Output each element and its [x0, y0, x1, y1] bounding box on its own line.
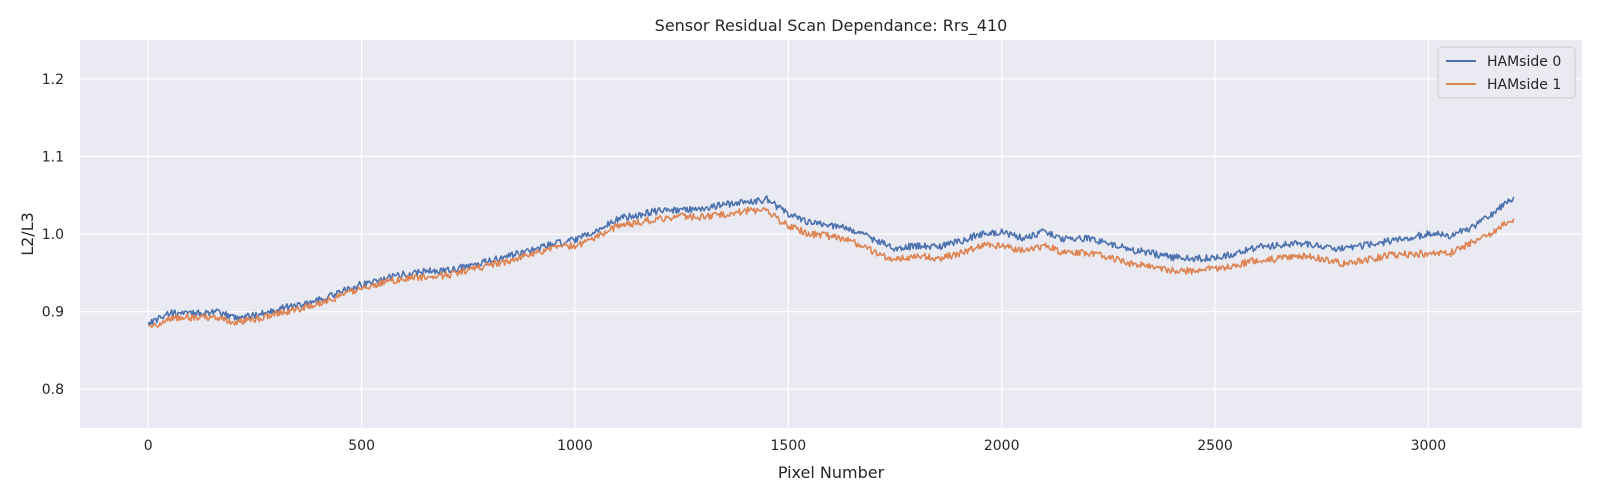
y-tick-label: 0.9: [42, 305, 64, 321]
y-tick-labels: 0.8 0.9 1.0 1.1 1.2: [42, 72, 64, 398]
x-axis-label: Pixel Number: [778, 463, 885, 482]
x-tick-label: 1500: [771, 438, 807, 454]
legend-box: [1437, 46, 1576, 99]
legend-label-hamside-1: HAMside 1: [1487, 77, 1561, 93]
legend: HAMside 0 HAMside 1: [1437, 46, 1576, 99]
x-tick-labels: 0 500 1000 1500 2000 2500 3000: [144, 438, 1446, 454]
y-tick-label: 1.1: [42, 149, 64, 165]
x-tick-label: 500: [348, 438, 375, 454]
x-tick-label: 1000: [557, 438, 593, 454]
x-tick-label: 3000: [1411, 438, 1447, 454]
x-tick-label: 2000: [984, 438, 1020, 454]
x-tick-label: 2500: [1197, 438, 1233, 454]
y-tick-label: 0.8: [42, 382, 64, 398]
legend-label-hamside-0: HAMside 0: [1487, 54, 1561, 70]
y-tick-label: 1.0: [42, 227, 64, 243]
series-line-hamside-1: [148, 206, 1515, 328]
chart-title: Sensor Residual Scan Dependance: Rrs_410: [655, 16, 1008, 36]
x-tick-label: 0: [144, 438, 153, 454]
series-line-hamside-0: [147, 195, 1515, 327]
y-gridlines: [80, 78, 1582, 390]
series-lines: [147, 195, 1515, 328]
y-axis-label: L2/L3: [18, 212, 37, 256]
y-tick-label: 1.2: [42, 72, 64, 88]
